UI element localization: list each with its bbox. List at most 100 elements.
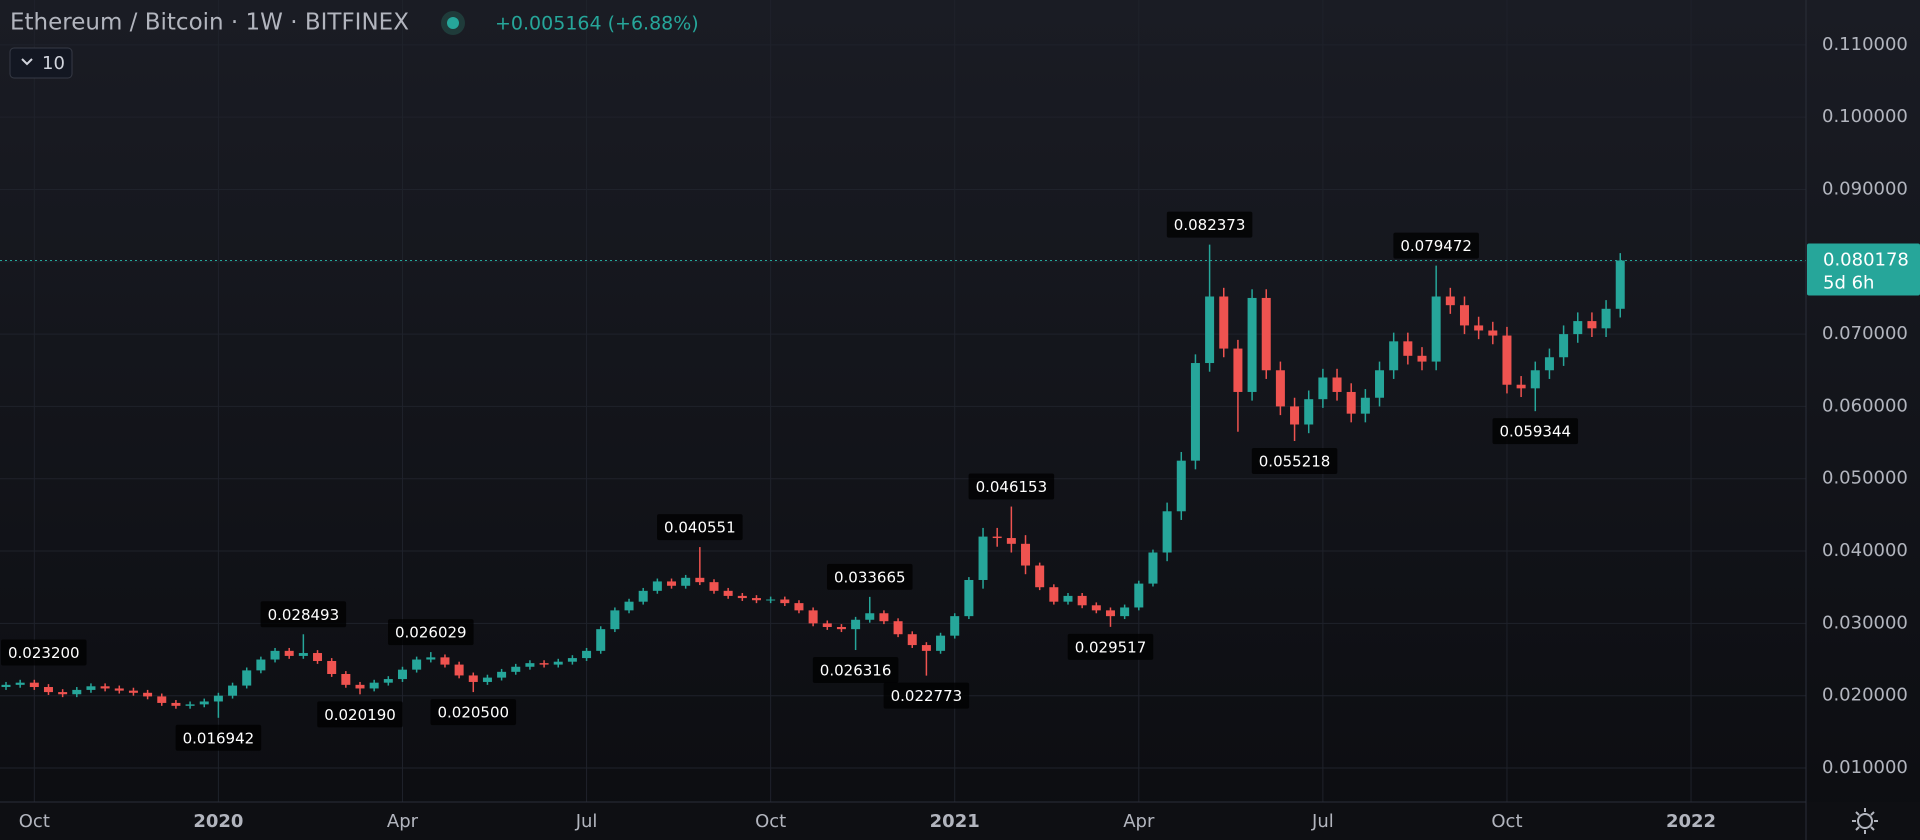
candle-body	[100, 686, 110, 689]
x-tick-label: 2021	[930, 811, 980, 832]
candle-body	[1417, 355, 1427, 362]
annotation-label: 0.026029	[395, 624, 467, 642]
candle-body	[1615, 260, 1625, 309]
candle-body	[921, 645, 931, 651]
candle-body	[242, 670, 252, 686]
price-change: +0.005164 (+6.88%)	[495, 13, 699, 35]
x-tick-label: Jul	[575, 811, 598, 832]
candle-body	[851, 619, 861, 630]
annotation-label: 0.055218	[1259, 453, 1331, 471]
candle-body	[766, 599, 776, 601]
candle-body	[86, 686, 96, 690]
candle-body	[298, 653, 308, 656]
candle-body	[893, 621, 903, 635]
y-tick-label: 0.090000	[1822, 178, 1908, 199]
candle-body	[369, 682, 379, 689]
annotations: 0.023200 0.016942 0.028493 0.020190 0.026029…	[1, 211, 1579, 751]
y-tick-label: 0.060000	[1822, 395, 1908, 416]
sun-icon[interactable]	[1857, 813, 1873, 829]
annotation-bg	[968, 473, 1055, 500]
annotation-label: 0.046153	[976, 478, 1048, 496]
candle-body	[709, 582, 719, 591]
candle-body	[1530, 370, 1540, 389]
candle-body	[978, 536, 988, 580]
candle-body	[652, 581, 662, 591]
x-tick-label: 2020	[193, 811, 243, 832]
axes: 0.010000 0.020000 0.030000 0.040000 0.050000…	[19, 34, 1920, 832]
candle-body	[737, 595, 747, 599]
y-tick-label: 0.100000	[1822, 106, 1908, 127]
candle-body	[907, 634, 917, 646]
candle-body	[681, 577, 691, 586]
candle-body	[936, 635, 946, 651]
candle-body	[1021, 543, 1031, 566]
candle-body	[1105, 610, 1115, 617]
candle-body	[1275, 370, 1285, 407]
y-tick-label: 0.010000	[1822, 757, 1908, 778]
time-axis-bg	[0, 802, 1920, 840]
annotation-bg	[657, 514, 743, 541]
candle-body	[1601, 308, 1611, 329]
x-tick-label: Oct	[1491, 811, 1522, 832]
candle-body	[1573, 321, 1583, 335]
candle-body	[284, 650, 294, 656]
candle-body	[624, 601, 634, 611]
annotation-bg	[175, 724, 262, 751]
candle-body	[468, 675, 478, 682]
candle-body	[1176, 460, 1186, 512]
plot	[0, 244, 1806, 718]
candle-body	[780, 599, 790, 604]
annotation-bg	[388, 619, 474, 646]
candle-body	[667, 581, 677, 586]
y-tick-label: 0.030000	[1822, 612, 1908, 633]
candle-body	[440, 657, 450, 665]
candle-body	[228, 685, 238, 696]
candle-body	[1474, 325, 1484, 331]
annotation-bg	[1166, 211, 1253, 238]
candle-body	[610, 610, 620, 630]
candle-body	[256, 659, 266, 671]
candle-body	[270, 650, 280, 660]
candle-body	[143, 692, 153, 697]
candle-body	[1290, 406, 1300, 425]
candle-body	[567, 658, 577, 662]
candle-body	[1375, 370, 1385, 398]
y-tick-label: 0.050000	[1822, 468, 1908, 489]
candle-body	[313, 653, 323, 661]
indicator-toggle-box[interactable]	[9, 47, 73, 79]
annotation-label: 0.033665	[834, 568, 906, 586]
candle-body	[157, 696, 167, 703]
candle-body	[1190, 363, 1200, 461]
annotation-bg	[1492, 418, 1579, 445]
annotation-bg	[1251, 448, 1338, 475]
candle-body	[58, 692, 68, 695]
candle-body	[397, 669, 407, 680]
candle-body	[1148, 552, 1158, 584]
x-tick-label: Oct	[19, 811, 50, 832]
candle-body	[950, 616, 960, 636]
y-tick-label: 0.020000	[1822, 685, 1908, 706]
indicator-toggle[interactable]: 10	[9, 47, 73, 79]
chevron-icon	[21, 58, 33, 66]
annotation-label: 0.028493	[268, 606, 340, 624]
annotation-label: 0.059344	[1499, 423, 1571, 441]
annotation-label: 0.026316	[820, 662, 892, 680]
candle-body	[822, 623, 832, 627]
settings-icon[interactable]	[1852, 808, 1878, 834]
candle-body	[723, 590, 733, 596]
candle-body	[794, 603, 804, 611]
candle-body	[879, 613, 889, 622]
candle-body	[1063, 595, 1073, 602]
candle-body	[1318, 377, 1328, 400]
candle-body	[1091, 605, 1101, 611]
candle-body	[1389, 341, 1399, 371]
candle-body	[525, 663, 535, 667]
candle-body	[482, 677, 492, 682]
candle-body	[1134, 583, 1144, 608]
candle-body	[1488, 330, 1498, 336]
annotation-bg	[260, 601, 347, 628]
candle-body	[341, 673, 351, 685]
candle-body	[1049, 587, 1059, 602]
candle-body	[695, 577, 705, 583]
